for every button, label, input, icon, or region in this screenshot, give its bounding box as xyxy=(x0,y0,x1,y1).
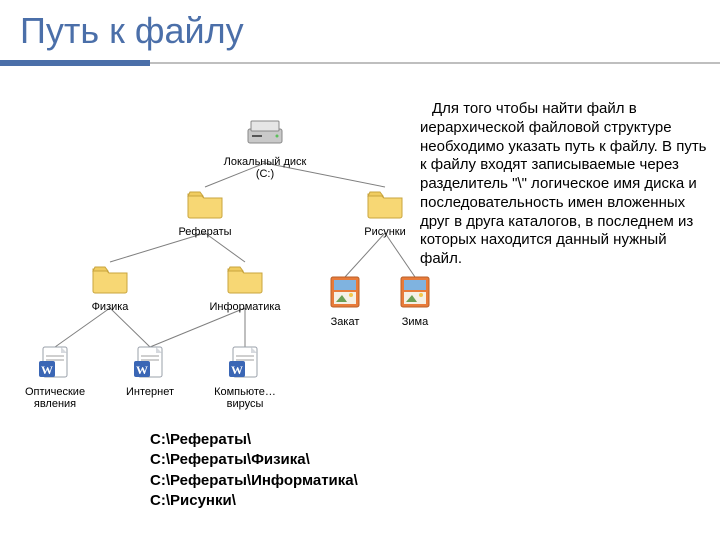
doc-icon: W xyxy=(35,345,75,384)
path-line: C:\Рефераты\Информатика\ xyxy=(150,471,358,491)
image-icon xyxy=(325,275,365,314)
page-title: Путь к файлу xyxy=(20,10,244,51)
folder-icon xyxy=(90,260,130,299)
node-label: Локальный диск (C:) xyxy=(220,156,310,180)
node-label: Рефераты xyxy=(178,226,231,238)
tree-edge xyxy=(385,233,415,277)
example-paths: C:\Рефераты\C:\Рефераты\Физика\C:\Рефера… xyxy=(150,430,358,511)
svg-text:W: W xyxy=(231,363,243,377)
doc-icon: W xyxy=(225,345,265,384)
tree-node-phys: Физика xyxy=(65,260,155,313)
disk-icon xyxy=(245,115,285,154)
node-label: Интернет xyxy=(126,386,174,398)
path-line: C:\Рефераты\Физика\ xyxy=(150,450,358,470)
tree-edge xyxy=(55,308,110,347)
folder-icon xyxy=(365,185,405,224)
path-line: C:\Рисунки\ xyxy=(150,491,358,511)
tree-node-winter: Зима xyxy=(370,275,460,328)
node-label: Закат xyxy=(331,316,360,328)
node-label: Рисунки xyxy=(364,226,406,238)
tree-node-refs: Рефераты xyxy=(160,185,250,238)
tree-node-root: Локальный диск (C:) xyxy=(220,115,310,180)
node-label: Зима xyxy=(402,316,428,328)
tree-node-optical: W Оптические явления xyxy=(10,345,100,410)
doc-icon: W xyxy=(130,345,170,384)
node-label: Компьюте… вирусы xyxy=(214,386,276,410)
tree-edge xyxy=(345,233,385,277)
image-icon xyxy=(395,275,435,314)
folder-icon xyxy=(185,185,225,224)
svg-text:W: W xyxy=(136,363,148,377)
node-label: Оптические явления xyxy=(25,386,85,410)
path-line: C:\Рефераты\ xyxy=(150,430,358,450)
folder-icon xyxy=(225,260,265,299)
node-label: Физика xyxy=(92,301,129,313)
node-label: Информатика xyxy=(209,301,280,313)
tree-edge xyxy=(110,308,150,347)
svg-text:W: W xyxy=(41,363,53,377)
tree-node-pics: Рисунки xyxy=(340,185,430,238)
tree-node-viruses: W Компьюте… вирусы xyxy=(200,345,290,410)
body-text: Для того чтобы найти файл в иерархическо… xyxy=(420,100,710,269)
tree-edge xyxy=(150,308,245,347)
tree-node-internet: W Интернет xyxy=(105,345,195,398)
title-accent-bar xyxy=(0,60,150,66)
tree-node-info: Информатика xyxy=(200,260,290,313)
file-tree-diagram: Локальный диск (C:) Рефераты Рисунки Физ… xyxy=(10,110,420,410)
